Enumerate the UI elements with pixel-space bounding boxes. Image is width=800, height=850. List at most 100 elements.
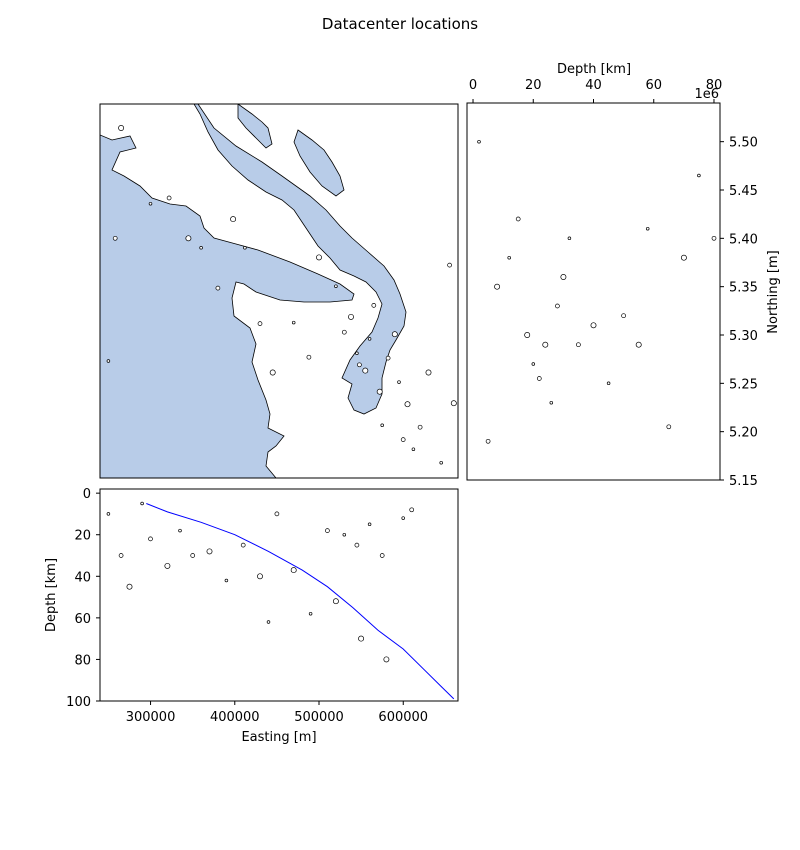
northing-tick-label: 5.25 — [729, 377, 758, 392]
depth-left-axis-label: Depth [km] — [44, 558, 59, 632]
easting-depth-point — [224, 578, 229, 583]
map-point — [450, 400, 457, 407]
map-point — [269, 369, 276, 376]
depth-northing-point — [645, 226, 650, 231]
map-point — [348, 313, 354, 320]
map-point — [341, 329, 347, 335]
easting-depth-panel: 300000 400000 500000 600000 0 20 40 60 80 100 Ea… — [44, 487, 459, 745]
depth-northing-point — [576, 342, 581, 348]
depth-left-tick-label: 80 — [74, 653, 91, 668]
northing-tick-label: 5.20 — [729, 426, 758, 441]
easting-depth-point — [367, 522, 372, 527]
easting-depth-point — [383, 656, 390, 663]
depth-northing-point — [515, 216, 521, 222]
depth-top-axis: 0 20 40 60 80 — [469, 78, 722, 103]
depth-northing-point — [542, 341, 549, 348]
slab-line — [146, 503, 455, 700]
map-point — [400, 437, 406, 442]
land-west — [100, 104, 355, 478]
depth-left-tick-label: 60 — [74, 612, 91, 627]
northing-tick-label: 5.45 — [729, 184, 758, 199]
depth-top-tick-label: 0 — [469, 78, 477, 93]
map-point — [118, 125, 125, 131]
depth-left-tick-label: 20 — [74, 529, 91, 544]
easting-depth-point — [106, 512, 111, 516]
depth-left-tick-label: 100 — [66, 695, 91, 710]
easting-depth-point — [266, 620, 271, 624]
easting-depth-point — [148, 536, 153, 542]
easting-depth-point-layer — [106, 501, 415, 663]
map-point — [112, 235, 118, 241]
map-point — [391, 331, 398, 338]
easting-depth-point — [164, 562, 171, 569]
depth-northing-point — [477, 139, 481, 144]
land-inlet — [237, 104, 273, 149]
map-point — [215, 285, 221, 291]
map-frame — [99, 103, 459, 479]
depth-top-axis-label: Depth [km] — [557, 62, 631, 77]
map-point — [306, 354, 312, 360]
easting-tick-label: 400000 — [210, 710, 260, 725]
depth-northing-point — [680, 254, 687, 261]
depth-northing-point — [494, 283, 501, 290]
map-point — [447, 262, 452, 268]
easting-depth-point — [274, 511, 280, 517]
land-strait — [193, 104, 407, 415]
northing-tick-label: 5.30 — [729, 329, 758, 344]
northing-right-axis: 5.15 5.20 5.25 5.30 5.35 5.40 5.45 5.50 — [720, 136, 758, 489]
depth-northing-point — [485, 438, 491, 444]
depth-northing-point — [549, 400, 554, 405]
depth-northing-point — [666, 424, 672, 430]
easting-depth-point — [409, 507, 415, 513]
depth-northing-point — [621, 313, 626, 319]
easting-depth-point — [240, 542, 246, 548]
depth-northing-point — [555, 303, 560, 309]
easting-depth-frame — [99, 488, 459, 702]
depth-northing-point — [567, 236, 572, 241]
land-bay — [293, 129, 345, 197]
map-panel — [99, 103, 459, 479]
map-point — [357, 362, 362, 368]
figure-title: Datacenter locations — [322, 15, 478, 33]
easting-depth-point — [206, 548, 213, 555]
easting-depth-point — [178, 528, 182, 533]
easting-depth-point — [358, 635, 365, 642]
depth-northing-point — [536, 376, 542, 381]
northing-tick-label: 5.40 — [729, 232, 758, 247]
map-point — [385, 355, 391, 361]
depth-northing-point — [697, 173, 701, 178]
map-point — [404, 401, 411, 408]
northing-offset-text: 1e6 — [694, 87, 719, 102]
depth-northing-point-layer — [477, 139, 717, 444]
depth-left-tick-label: 40 — [74, 570, 91, 585]
easting-depth-point — [401, 516, 405, 520]
depth-northing-point — [524, 332, 531, 338]
map-point — [376, 388, 383, 395]
depth-top-tick-label: 20 — [525, 78, 542, 93]
depth-top-tick-label: 60 — [645, 78, 662, 93]
map-point — [185, 235, 192, 242]
easting-axis-label: Easting [m] — [241, 730, 316, 745]
depth-top-tick-label: 80 — [706, 78, 723, 93]
depth-northing-frame — [466, 102, 721, 481]
easting-depth-point — [118, 553, 124, 558]
easting-tick-label: 600000 — [378, 710, 428, 725]
easting-depth-point — [308, 611, 313, 616]
depth-left-tick-label: 0 — [83, 487, 91, 502]
depth-top-tick-label: 40 — [585, 78, 602, 93]
depth-northing-point — [711, 235, 717, 241]
easting-depth-point — [354, 542, 360, 548]
depth-left-axis: 0 20 40 60 80 100 — [66, 487, 100, 710]
map-point-layer — [106, 125, 457, 465]
map-point — [355, 351, 359, 356]
map-point — [316, 254, 322, 261]
map-point — [230, 216, 237, 223]
easting-tick-label: 300000 — [126, 710, 176, 725]
map-point — [148, 201, 153, 206]
map-point — [397, 380, 401, 384]
map-point — [417, 424, 423, 430]
depth-northing-point — [590, 322, 597, 329]
easting-depth-point — [190, 553, 196, 558]
easting-depth-point — [140, 501, 144, 506]
